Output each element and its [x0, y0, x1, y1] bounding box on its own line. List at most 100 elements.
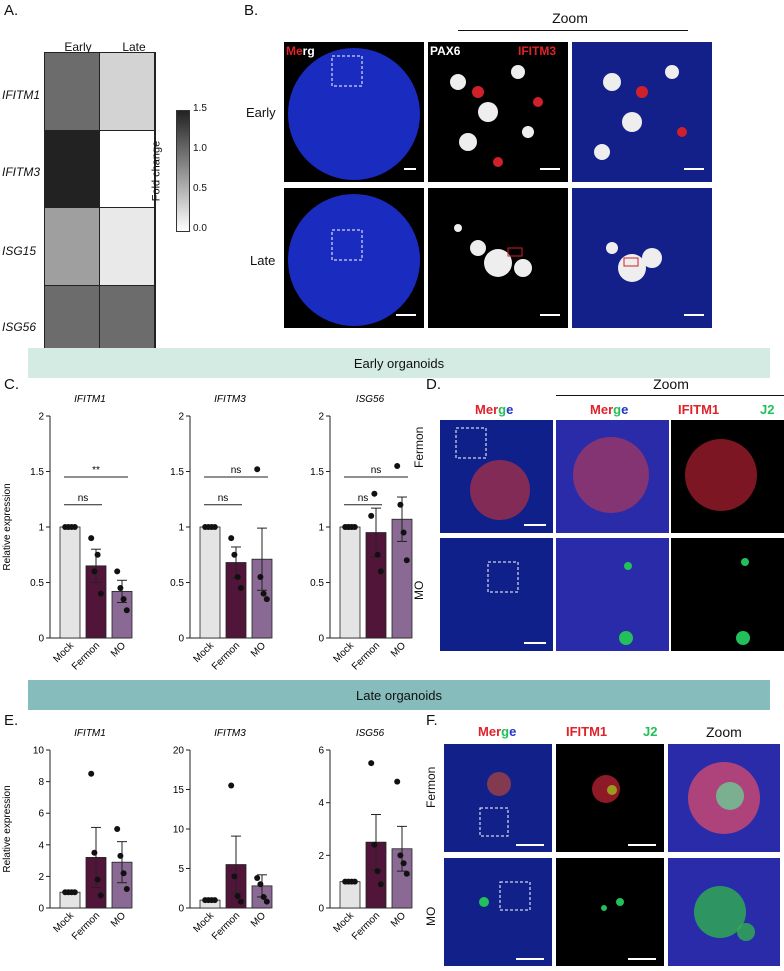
- heatmap-cell: [45, 53, 100, 131]
- y-tick-label: 0.5: [170, 578, 184, 589]
- data-point: [254, 466, 261, 473]
- micrograph-f-mo-j2: [556, 858, 664, 966]
- y-tick-label: 0: [178, 904, 184, 915]
- micrograph-d-fermon-zoom-merge: [556, 420, 669, 533]
- y-tick-label: 1: [178, 523, 184, 534]
- micrograph-early-merge: Merg: [284, 42, 424, 182]
- y-tick-label: 1.5: [310, 467, 324, 478]
- heatmap-col-early: Early: [64, 40, 92, 54]
- micrograph-d-fermon-merge: [440, 420, 553, 533]
- merge-e: e: [621, 402, 629, 417]
- micrograph-f-fermon-merge: [444, 744, 552, 852]
- micrograph-late-zoom-merge: [572, 188, 712, 328]
- data-point: [263, 898, 270, 905]
- heatmap-grid: [44, 52, 156, 364]
- y-tick-label: 8: [38, 777, 44, 788]
- chart-title: IFITM1: [74, 394, 106, 405]
- merge-m: M: [478, 724, 489, 739]
- panel-b-zoom-line: [458, 30, 688, 31]
- micrograph-d-fermon-ifitm1: [671, 420, 784, 533]
- panel-f-merge-label: Merge: [478, 724, 516, 739]
- panel-b-zoom-label: Zoom: [552, 10, 588, 26]
- panel-b-row-late: Late: [250, 253, 276, 268]
- data-point: [234, 893, 241, 900]
- data-point: [371, 841, 378, 848]
- data-point: [94, 551, 101, 558]
- micrograph-late-merge: [284, 188, 424, 328]
- x-tick-label: MO: [249, 640, 268, 659]
- panel-f-j2-label: J2: [643, 724, 658, 739]
- micrograph-early-pax6: PAX6 IFITM3: [428, 42, 568, 182]
- merge-label-rg: rg: [302, 44, 315, 58]
- significance-label: ns: [371, 465, 382, 476]
- y-tick-label: 0.5: [30, 578, 44, 589]
- data-point: [377, 568, 384, 575]
- bar: [59, 526, 81, 639]
- micrograph-f-fermon-zoom: [668, 744, 780, 852]
- y-tick-label: 0: [38, 904, 44, 915]
- data-point: [257, 573, 264, 580]
- micrograph-d-mo-j2: [671, 538, 784, 651]
- data-point: [114, 826, 121, 832]
- y-tick-label: 6: [318, 746, 324, 757]
- panel-f-row-fermon: Fermon: [424, 767, 438, 808]
- y-tick-label: 2: [318, 412, 324, 423]
- ifitm3-label: IFITM3: [518, 44, 556, 58]
- y-tick-label: 15: [173, 785, 185, 796]
- micrograph-f-mo-merge: [444, 858, 552, 966]
- y-tick-label: 2: [38, 412, 44, 423]
- micrograph-d-mo-zoom-merge: [556, 538, 669, 651]
- data-point: [123, 886, 130, 893]
- x-tick-label: MO: [109, 640, 128, 659]
- data-point: [257, 881, 264, 888]
- heatmap-row-ifitm1: IFITM1: [2, 88, 40, 102]
- bar: [199, 526, 221, 639]
- y-tick-label: 1: [38, 523, 44, 534]
- data-point: [91, 568, 98, 575]
- row-fermon-text: Fermon: [412, 426, 426, 468]
- x-tick-label: Fermon: [350, 640, 382, 672]
- data-point: [97, 892, 104, 899]
- colorbar-tick-1-5: 1.5: [193, 103, 207, 114]
- heatmap-cell: [100, 208, 155, 286]
- data-point: [377, 881, 384, 888]
- chart-title: IFITM3: [214, 394, 246, 405]
- chart-title: ISG56: [356, 394, 385, 405]
- data-point: [260, 590, 267, 597]
- x-tick-label: MO: [109, 910, 128, 929]
- colorbar-label: Fold change: [150, 140, 163, 202]
- panel-label-f: F.: [426, 712, 438, 729]
- data-point: [374, 868, 381, 875]
- merge-m: M: [590, 402, 601, 417]
- significance-label: **: [92, 465, 100, 476]
- pax6-label: PAX6: [430, 44, 461, 58]
- y-tick-label: 10: [173, 825, 185, 836]
- panel-d-ifitm1-label: IFITM1: [678, 402, 720, 417]
- heatmap-cell: [45, 208, 100, 286]
- colorbar-tick-0-0: 0.0: [193, 223, 207, 234]
- merge-er: er: [600, 402, 614, 417]
- y-tick-label: 0.5: [310, 578, 324, 589]
- data-point: [351, 524, 358, 530]
- data-point: [91, 849, 98, 856]
- merge-g: g: [498, 402, 507, 417]
- x-tick-label: MO: [389, 910, 408, 929]
- panel-f-ifitm1-label: IFITM1: [566, 724, 608, 739]
- colorbar: [176, 110, 190, 232]
- y-tick-label: 4: [38, 840, 44, 851]
- heatmap-cell: [45, 130, 100, 208]
- data-point: [400, 529, 407, 536]
- y-tick-label: 1: [318, 523, 324, 534]
- y-tick-label: 2: [38, 872, 44, 883]
- merge-e: e: [506, 402, 514, 417]
- micrograph-f-fermon-ifitm1: [556, 744, 664, 852]
- data-point: [237, 898, 244, 905]
- significance-label: ns: [218, 493, 229, 504]
- merge-label-me: Me: [286, 44, 303, 58]
- y-tick-label: 2: [178, 412, 184, 423]
- merge-er: er: [488, 724, 502, 739]
- data-point: [400, 860, 407, 867]
